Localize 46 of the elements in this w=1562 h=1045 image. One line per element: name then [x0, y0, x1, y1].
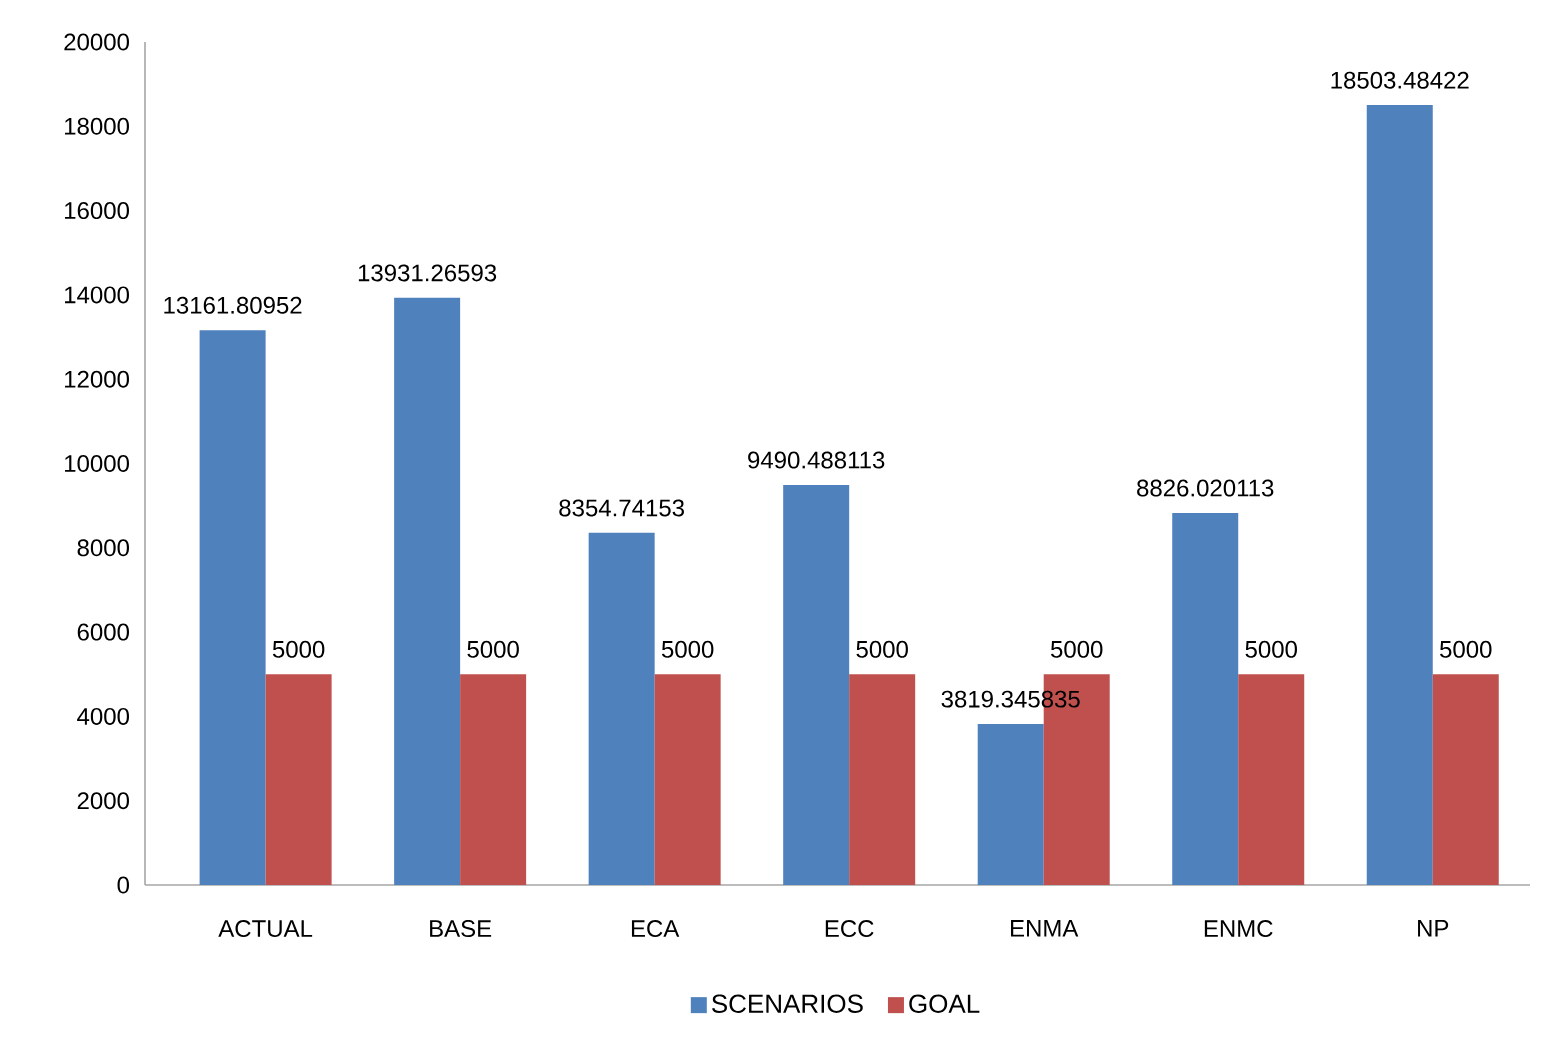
data-label: 5000 [856, 640, 908, 658]
y-tick-label: 20000 [64, 33, 129, 51]
bar [654, 674, 721, 885]
y-tick-label: 6000 [77, 623, 129, 641]
bar [1238, 674, 1305, 885]
legend-label: SCENARIOS [712, 994, 863, 1013]
bar [783, 484, 850, 885]
x-tick-label: ENMC [1204, 920, 1273, 938]
bar [394, 297, 461, 885]
data-label: 5000 [1440, 640, 1492, 658]
bar [849, 674, 916, 885]
bar [1366, 105, 1433, 885]
data-label: 13161.80952 [164, 296, 302, 314]
bar [460, 674, 527, 885]
x-tick-label: ENMA [1011, 920, 1079, 937]
x-tick-label: NP [1418, 920, 1449, 937]
y-tick-label: 0 [117, 876, 130, 894]
bar [1172, 512, 1239, 885]
legend-label: GOAL [909, 994, 980, 1013]
data-label: 5000 [1245, 640, 1297, 658]
data-label: 5000 [1050, 640, 1103, 658]
data-label: 5000 [272, 640, 325, 658]
x-tick-label: ECC [825, 920, 874, 938]
data-label: 13931.26593 [358, 264, 497, 282]
y-tick-label: 4000 [77, 707, 129, 725]
data-label: 9490.488113 [748, 451, 885, 469]
bar [199, 330, 266, 885]
y-tick-label: 18000 [65, 117, 129, 135]
y-tick-label: 2000 [77, 792, 129, 810]
x-tick-label: ECA [631, 920, 680, 938]
x-tick-label: ACTUAL [218, 920, 313, 938]
y-tick-label: 12000 [65, 370, 129, 388]
y-tick-label: 14000 [65, 286, 129, 304]
data-label: 5000 [661, 640, 714, 658]
y-tick-label: 8000 [77, 539, 129, 557]
data-label: 8354.74153 [559, 499, 684, 517]
x-tick-label: BASE [430, 920, 492, 938]
data-label: 8826.020113 [1137, 479, 1274, 497]
y-tick-label: 10000 [65, 455, 129, 472]
bar [588, 532, 655, 885]
bar [265, 674, 332, 885]
bar [1432, 674, 1499, 885]
data-label: 5000 [467, 640, 519, 658]
bar [977, 724, 1044, 885]
data-label: 18503.48422 [1331, 71, 1469, 89]
y-tick-label: 16000 [65, 202, 129, 220]
